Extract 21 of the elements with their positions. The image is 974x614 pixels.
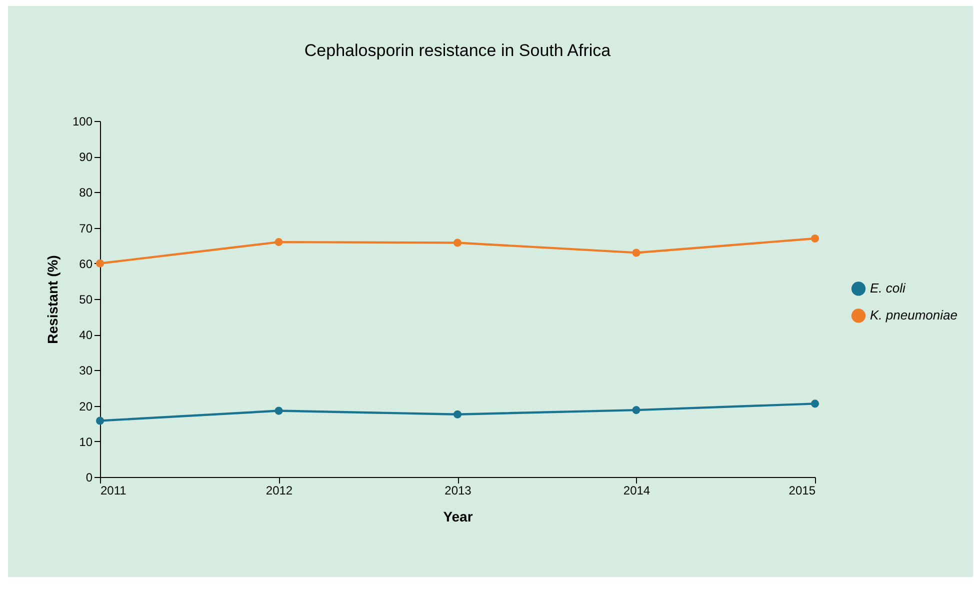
- y-tick-label: 20: [79, 399, 93, 414]
- y-tick-label: 10: [79, 434, 93, 449]
- x-tick-label: 2013: [444, 484, 472, 498]
- x-tick-label: 2014: [623, 484, 650, 498]
- legend-label: K. pneumoniae: [870, 308, 958, 323]
- y-tick-label: 50: [79, 292, 93, 306]
- y-tick-label: 90: [79, 150, 93, 164]
- x-axis-title: Year: [443, 508, 474, 524]
- x-tick-label: 2011: [100, 484, 127, 498]
- chart-title: Cephalosporin resistance in South Africa: [304, 41, 612, 60]
- y-tick-label: 80: [79, 186, 93, 200]
- x-tick-label: 2012: [266, 484, 293, 498]
- y-tick-label: 100: [72, 114, 93, 128]
- y-axis-title: Resistant (%): [44, 255, 60, 344]
- y-tick-label: 60: [79, 256, 93, 271]
- x-tick-label: 2015: [788, 484, 816, 498]
- y-tick-label: 70: [79, 221, 93, 236]
- y-tick-label: 30: [79, 364, 93, 378]
- y-tick-label: 0: [86, 470, 93, 484]
- y-tick-label: 40: [79, 328, 93, 342]
- legend-label: E. coli: [870, 280, 907, 296]
